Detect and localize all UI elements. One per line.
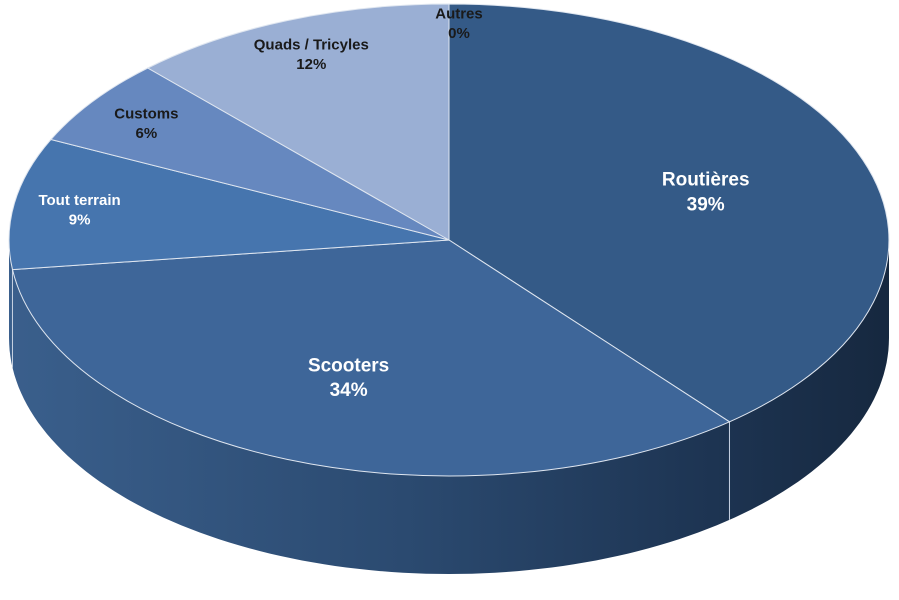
slice-label-autres: Autres 0% [435, 5, 483, 42]
pie-slice-customs [49, 67, 450, 241]
slice-name: Tout terrain [38, 192, 120, 209]
pie-slice-scooters [11, 239, 731, 477]
slice-name: Autres [435, 5, 483, 22]
slice-percent: 0% [448, 25, 470, 42]
pie-slice-quads-tricyles [146, 3, 450, 241]
pie-top-layer [8, 3, 890, 477]
pie-side-band [9, 240, 889, 574]
slice-percent: 34% [330, 380, 368, 401]
slice-label-scooters: Scooters 34% [308, 355, 389, 401]
slice-label-quads-tricyles: Quads / Tricyles 12% [254, 37, 369, 73]
slice-name: Customs [114, 105, 178, 122]
slice-name: Routières [662, 170, 750, 191]
pie-side-layer [9, 240, 889, 574]
pie-slice-tout-terrain [8, 138, 450, 271]
slice-label-routieres: Routières 39% [662, 170, 750, 216]
slice-name: Scooters [308, 355, 389, 376]
slice-name: Quads / Tricyles [254, 37, 369, 54]
pie-slice-routieres [448, 3, 890, 423]
pie-labels-layer: Routières 39% Scooters 34% Tout terrain 9% Cus… [38, 5, 749, 401]
slice-percent: 12% [296, 56, 326, 73]
slice-percent: 9% [69, 211, 91, 228]
slice-label-customs: Customs 6% [114, 105, 178, 142]
slice-percent: 6% [136, 125, 158, 142]
slice-label-tout-terrain: Tout terrain 9% [38, 192, 120, 229]
slice-percent: 39% [687, 194, 725, 215]
